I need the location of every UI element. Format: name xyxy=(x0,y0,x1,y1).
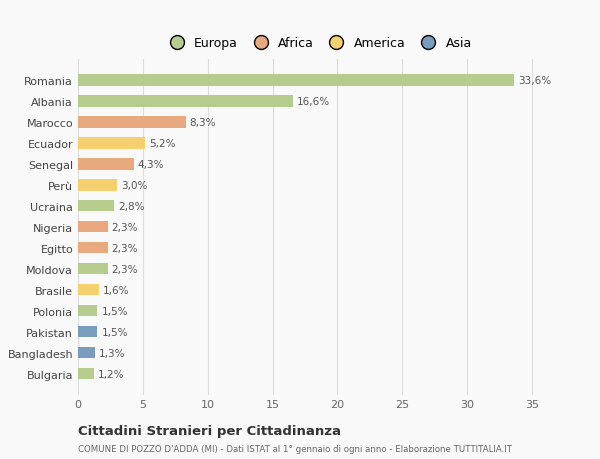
Bar xyxy=(78,242,108,254)
Text: 33,6%: 33,6% xyxy=(518,76,551,86)
Text: 3,0%: 3,0% xyxy=(121,180,147,190)
Bar xyxy=(78,368,94,380)
Text: 16,6%: 16,6% xyxy=(297,96,331,106)
Bar xyxy=(78,201,115,212)
Text: 4,3%: 4,3% xyxy=(137,159,164,169)
Text: 2,3%: 2,3% xyxy=(112,264,138,274)
Text: 1,5%: 1,5% xyxy=(101,327,128,337)
Bar xyxy=(78,263,108,275)
Text: 1,5%: 1,5% xyxy=(101,306,128,316)
Bar xyxy=(78,159,134,170)
Text: 1,6%: 1,6% xyxy=(103,285,129,295)
Bar xyxy=(78,347,95,358)
Bar xyxy=(78,221,108,233)
Bar xyxy=(78,305,97,317)
Text: 1,3%: 1,3% xyxy=(99,348,125,358)
Bar xyxy=(78,138,145,149)
Text: 2,3%: 2,3% xyxy=(112,243,138,253)
Bar xyxy=(78,117,185,128)
Bar xyxy=(78,75,514,86)
Text: 8,3%: 8,3% xyxy=(190,118,216,128)
Text: 2,3%: 2,3% xyxy=(112,222,138,232)
Bar xyxy=(78,326,97,338)
Text: 5,2%: 5,2% xyxy=(149,139,176,148)
Bar xyxy=(78,179,117,191)
Text: 1,2%: 1,2% xyxy=(97,369,124,379)
Text: 2,8%: 2,8% xyxy=(118,202,145,211)
Text: COMUNE DI POZZO D'ADDA (MI) - Dati ISTAT al 1° gennaio di ogni anno - Elaborazio: COMUNE DI POZZO D'ADDA (MI) - Dati ISTAT… xyxy=(78,444,512,453)
Legend: Europa, Africa, America, Asia: Europa, Africa, America, Asia xyxy=(159,33,477,56)
Bar xyxy=(78,284,99,296)
Text: Cittadini Stranieri per Cittadinanza: Cittadini Stranieri per Cittadinanza xyxy=(78,424,341,437)
Bar xyxy=(78,96,293,107)
